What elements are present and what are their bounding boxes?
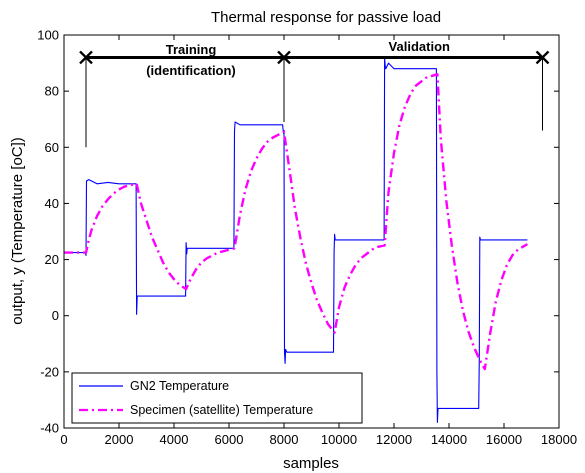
training-sublabel: (identification) (146, 63, 236, 78)
y-tick-label: 40 (45, 196, 59, 211)
y-tick-label: -20 (40, 364, 59, 379)
y-tick-label: 100 (37, 28, 59, 43)
y-tick-label: 60 (45, 140, 59, 155)
y-tick-label: 80 (45, 84, 59, 99)
x-tick-label: 6000 (215, 432, 244, 447)
x-tick-label: 12000 (376, 432, 412, 447)
legend: GN2 Temperature Specimen (satellite) Tem… (71, 372, 363, 424)
legend-box (71, 372, 363, 424)
x-marker (277, 50, 291, 65)
y-axis-title: output, y (Temperature [oC]) (9, 137, 26, 325)
chart-title: Thermal response for passive load (211, 9, 441, 26)
y-tick-label: 20 (45, 252, 59, 267)
legend-label-gn2: GN2 Temperature (130, 379, 229, 393)
x-tick-label: 8000 (270, 432, 299, 447)
x-tick-label: 10000 (321, 432, 357, 447)
x-tick-label: 0 (60, 432, 67, 447)
x-tick-label: 14000 (431, 432, 467, 447)
y-tick-label: 0 (52, 308, 59, 323)
plot-frame (63, 34, 560, 429)
validation-label: Validation (389, 39, 450, 54)
series-line-specimen (64, 73, 529, 371)
x-tick-label: 2000 (105, 432, 134, 447)
series-line-gn2 (64, 56, 528, 423)
x-marker (79, 50, 93, 65)
x-marker (535, 50, 550, 65)
x-axis-title: samples (283, 455, 339, 472)
x-tick-label: 4000 (160, 432, 189, 447)
legend-label-specimen: Specimen (satellite) Temperature (130, 403, 313, 417)
training-label: Training (166, 42, 217, 57)
x-tick-label: 16000 (486, 432, 522, 447)
y-tick-label: -40 (40, 421, 59, 436)
x-tick-label: 18000 (541, 432, 577, 447)
